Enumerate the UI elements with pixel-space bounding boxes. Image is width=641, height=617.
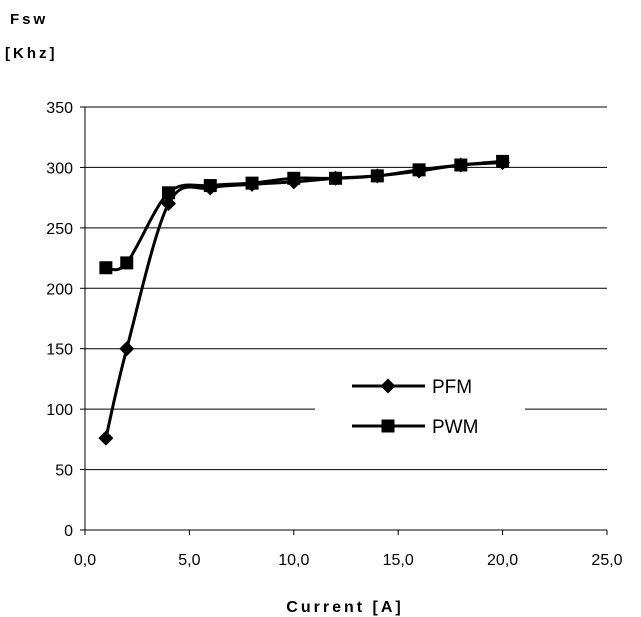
pwm-data-point — [245, 176, 259, 190]
pwm-data-point — [203, 179, 217, 193]
pfm-data-point — [119, 341, 135, 357]
pwm-data-point — [287, 171, 301, 185]
pwm-series-line — [105, 159, 503, 272]
pwm-data-point — [370, 169, 384, 183]
legend-label-pwm: PWM — [432, 417, 478, 438]
y-axis-label-line1: Fsw — [10, 11, 48, 28]
series-layer — [98, 154, 511, 446]
y-tick-label: 250 — [46, 221, 73, 238]
y-tick-label: 50 — [55, 463, 73, 480]
legend-label-pfm: PFM — [432, 377, 472, 398]
x-tick-label: 20,0 — [487, 552, 518, 569]
y-tick-label: 300 — [46, 160, 73, 177]
pwm-data-point — [99, 261, 113, 275]
pwm-data-point — [120, 256, 134, 270]
grid-lines — [85, 106, 607, 471]
legend: PFM PWM — [315, 365, 525, 449]
y-tick-label: 100 — [46, 402, 73, 419]
x-axis-label: Current [A] — [286, 599, 403, 616]
pwm-data-point — [412, 163, 426, 177]
pfm-data-point — [161, 196, 177, 212]
pfm-data-point — [98, 430, 114, 446]
x-tick-label: 0,0 — [74, 552, 96, 569]
x-tick-label: 5,0 — [178, 552, 200, 569]
axes — [80, 106, 608, 535]
y-axis-label-line2: [Khz] — [5, 45, 58, 62]
legend-marker-pfm — [380, 378, 396, 394]
legend-background — [315, 365, 525, 449]
y-tick-label: 200 — [46, 281, 73, 298]
y-tick-label: 150 — [46, 342, 73, 359]
y-tick-label: 0 — [64, 523, 73, 540]
pwm-data-point — [496, 154, 510, 168]
x-tick-label: 15,0 — [383, 552, 414, 569]
pwm-data-point — [329, 171, 343, 185]
pwm-data-point — [454, 158, 468, 172]
legend-marker-pwm — [381, 419, 395, 433]
y-tick-labels: 0 50 100 150 200 250 300 350 — [46, 100, 73, 540]
x-tick-label: 25,0 — [591, 552, 622, 569]
x-tick-labels: 0,0 5,0 10,0 15,0 20,0 25,0 — [74, 552, 623, 569]
y-tick-label: 350 — [46, 100, 73, 117]
x-tick-label: 10,0 — [278, 552, 309, 569]
pwm-data-point — [162, 186, 176, 200]
